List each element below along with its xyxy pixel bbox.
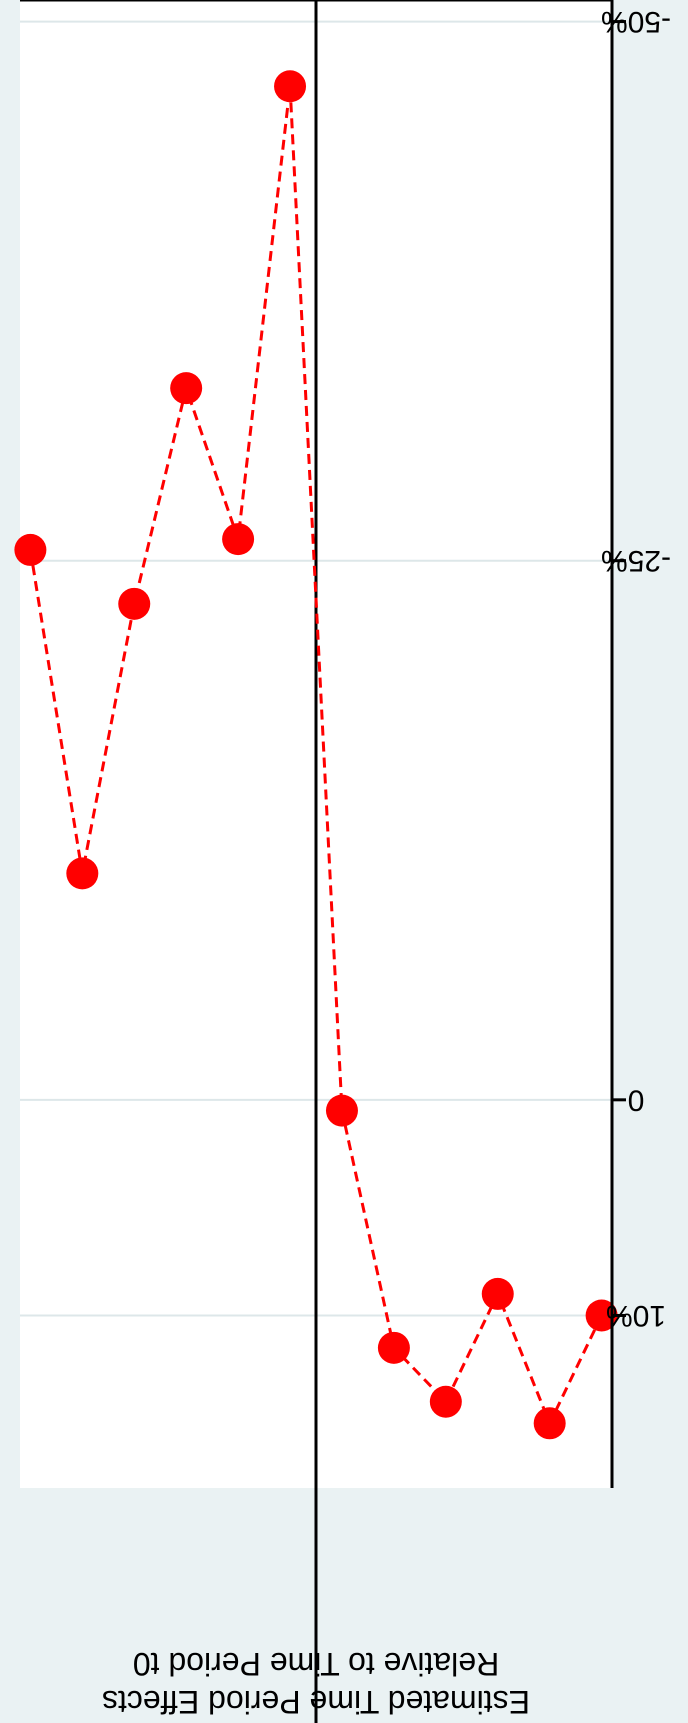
data-point — [222, 523, 255, 556]
data-point — [274, 70, 307, 103]
data-point — [377, 1331, 410, 1364]
y-tick-label: 0 — [628, 1083, 645, 1116]
y-axis-title-line-2: Relative to Time Period t0 — [133, 1646, 499, 1682]
data-point — [14, 533, 47, 566]
y-tick-label: 10% — [606, 1299, 666, 1332]
y-tick-label: -25% — [601, 544, 671, 577]
data-point — [481, 1277, 514, 1310]
data-point — [170, 372, 203, 405]
data-point — [533, 1407, 566, 1440]
data-point — [325, 1094, 358, 1127]
data-point — [66, 857, 99, 890]
series-line — [28, 86, 603, 1428]
y-tick-label: -50% — [601, 5, 671, 38]
data-point — [118, 587, 151, 620]
y-ticks: 10% 0 -25% -50% — [601, 5, 671, 1332]
data-point — [585, 1299, 618, 1332]
data-point — [429, 1385, 462, 1418]
series-layer — [14, 70, 618, 1440]
y-axis-title-line-1: Estimated Time Period Effects — [102, 1684, 530, 1720]
